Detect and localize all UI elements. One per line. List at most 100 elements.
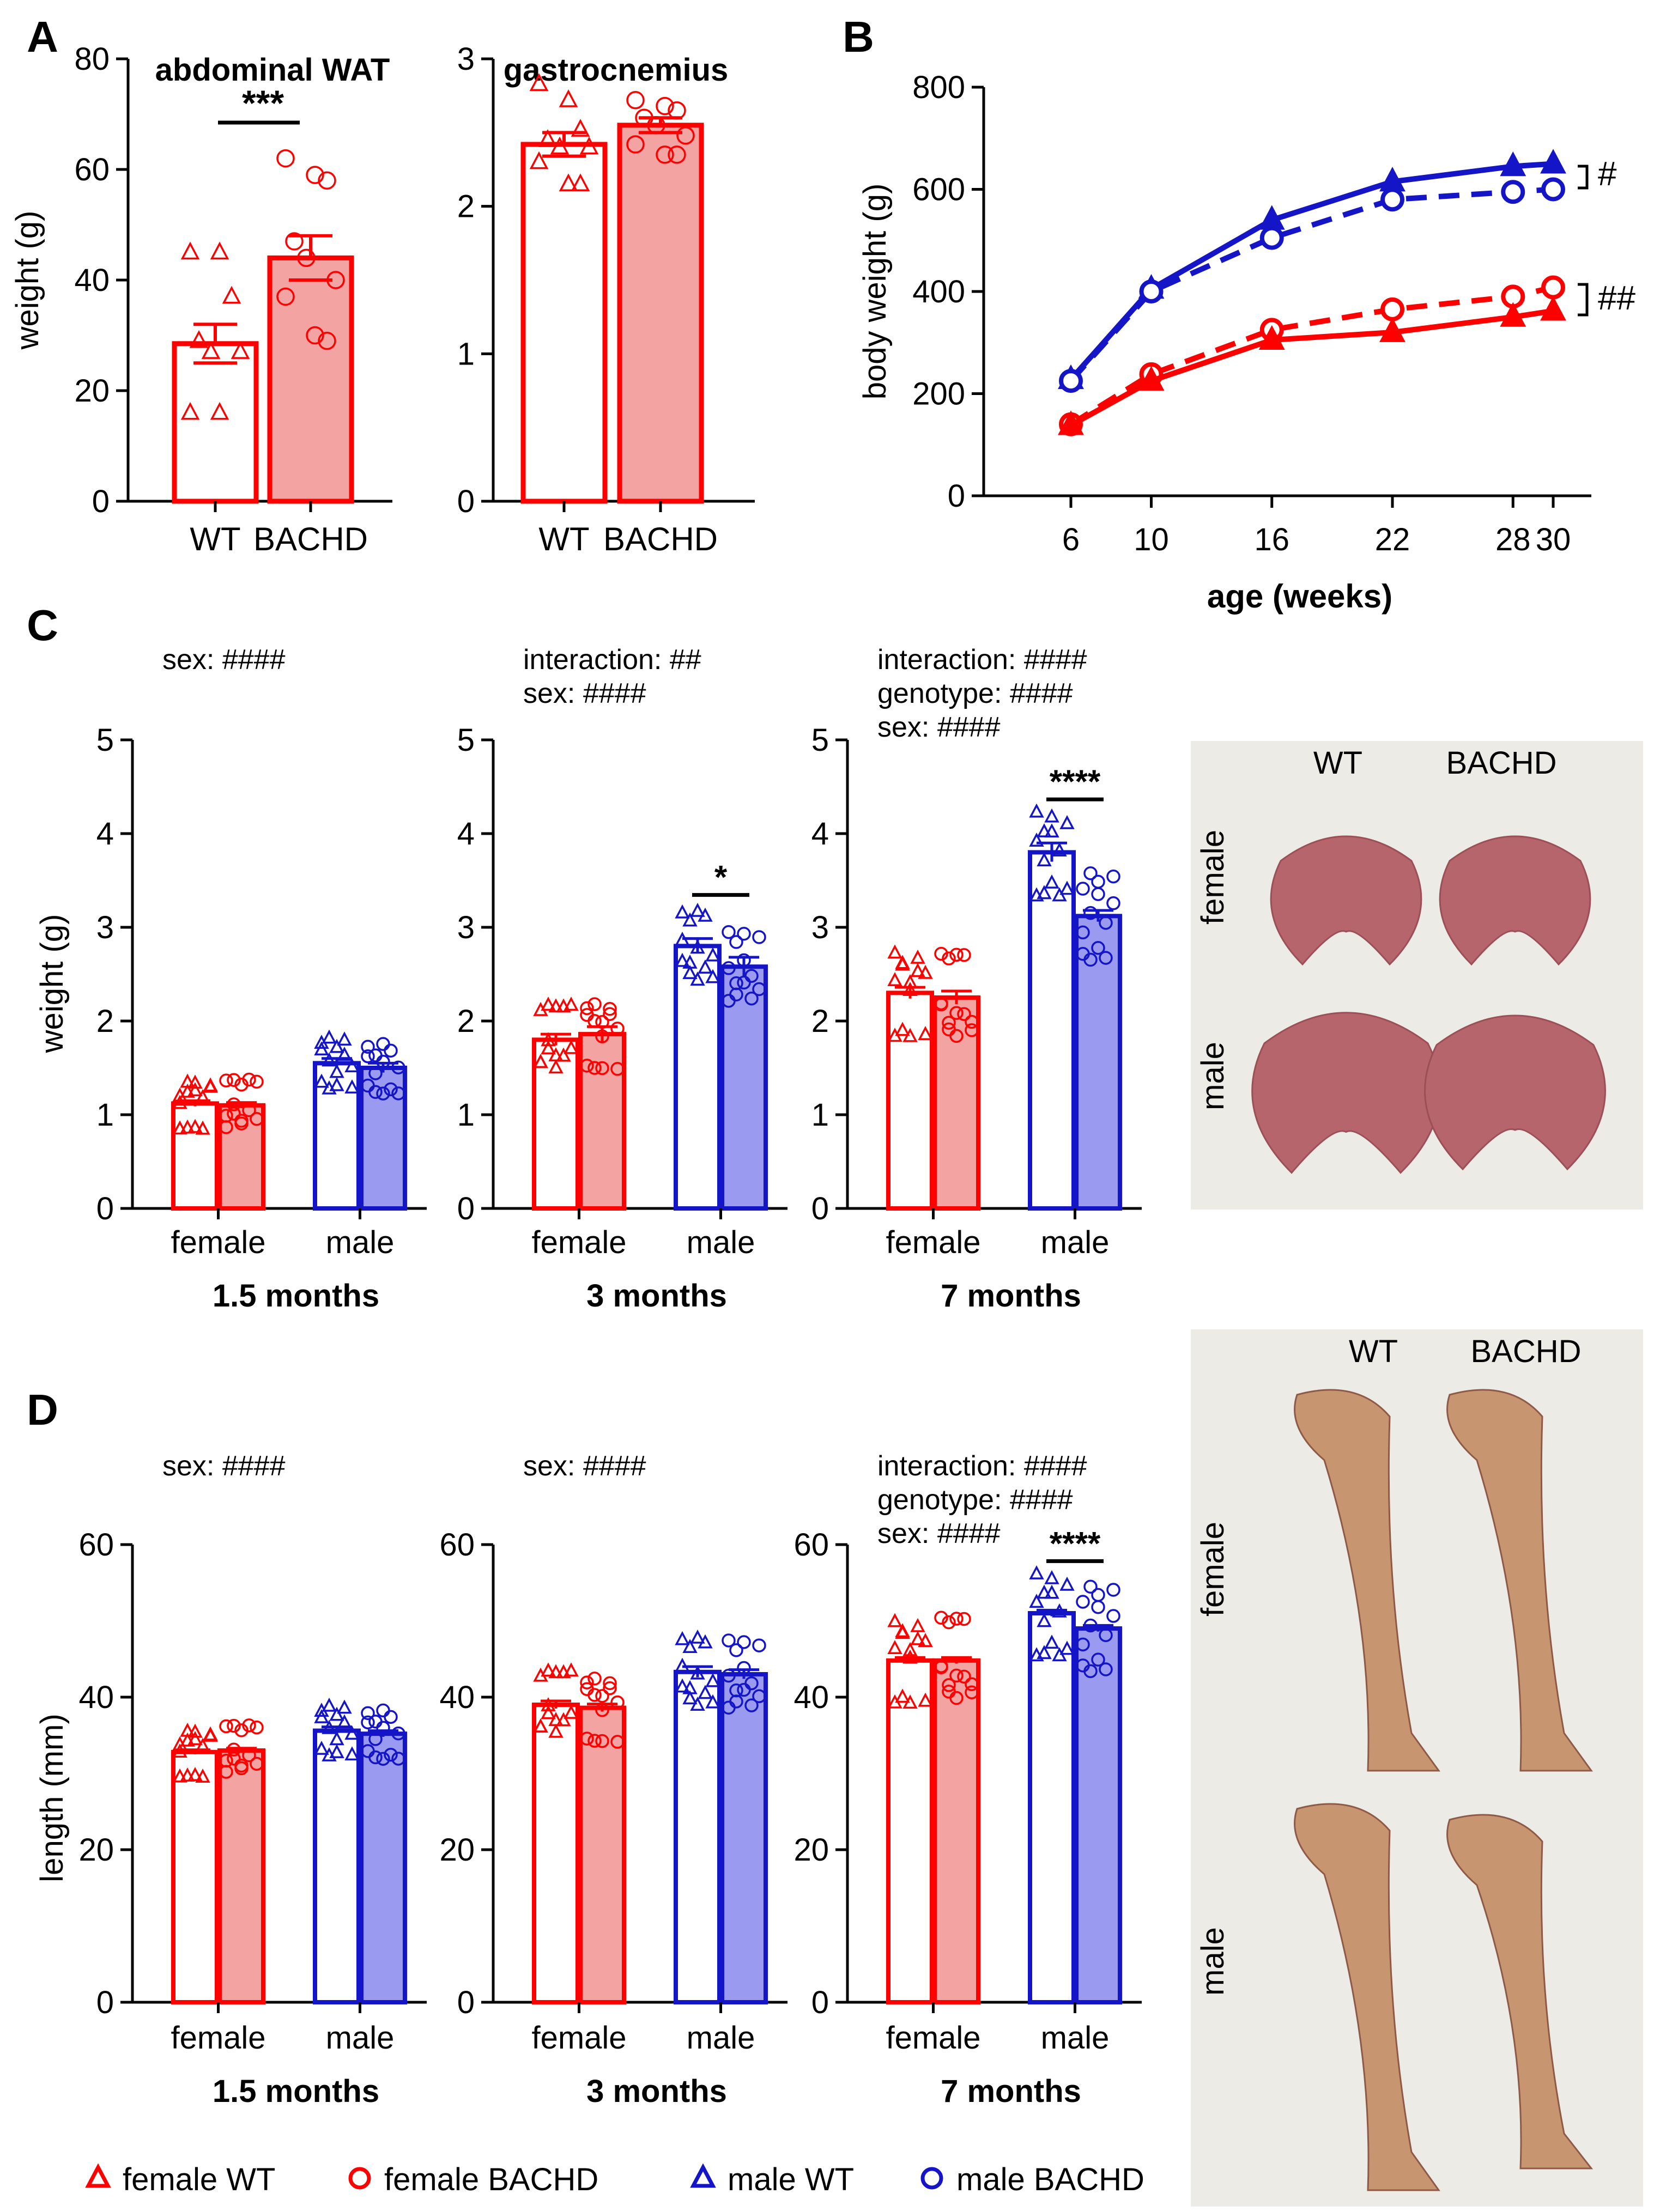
data-point (934, 1611, 948, 1625)
series-line (1069, 284, 1554, 427)
data-point (187, 1723, 203, 1738)
panel-d-y-axis-tick-label: 60 (439, 1527, 475, 1563)
data-point (580, 1675, 594, 1690)
panel-c-y-axis-tick-label: 5 (811, 722, 829, 758)
data-point (306, 166, 324, 184)
data-point (705, 947, 720, 962)
data-point (384, 1082, 398, 1097)
data-point (682, 965, 698, 980)
data-point (376, 1037, 390, 1051)
panel-c-y-axis-tick-label: 1 (96, 1097, 114, 1133)
data-point (737, 1661, 751, 1675)
panel-b-y-axis-tick-label: 800 (912, 70, 965, 105)
photo-row-label: female (1195, 830, 1231, 925)
panel-d-y-axis-tick-label: 0 (457, 1985, 475, 2020)
x-tick-label: male (1041, 1225, 1110, 1260)
panel-d-y-axis-tick-label: 40 (793, 1680, 829, 1715)
data-point (910, 1631, 925, 1645)
data-point (1059, 1640, 1075, 1655)
anova-stat: interaction: #### (877, 1450, 1087, 1482)
bar (171, 1749, 219, 2005)
data-point (1083, 906, 1098, 920)
data-point (656, 96, 674, 116)
subplot-label: 7 months (941, 2074, 1081, 2109)
panel-a-y-axis-tick-label: 20 (74, 373, 110, 409)
bar (932, 995, 980, 1211)
data-point (541, 1662, 556, 1677)
data-point (580, 1731, 594, 1746)
data-point (705, 1673, 720, 1687)
data-point (1091, 1652, 1105, 1667)
bar (359, 1066, 407, 1211)
data-point (189, 330, 209, 348)
panel-c-y-axis-tick-label: 1 (811, 1097, 829, 1133)
data-point (368, 1750, 383, 1765)
bar (1028, 1611, 1076, 2004)
bracket (1578, 283, 1589, 317)
data-point (690, 971, 705, 986)
data-point (910, 949, 925, 964)
anova-stat: interaction: #### (877, 644, 1087, 676)
bar (171, 1101, 219, 1211)
data-point (548, 1047, 564, 1062)
data-point (675, 1678, 690, 1693)
significance-marker: **** (1050, 763, 1101, 800)
series-marker (1379, 317, 1406, 342)
anova-stat: sex: #### (523, 1450, 646, 1482)
data-point (957, 1007, 971, 1021)
data-point (556, 1712, 571, 1727)
data-point (610, 1022, 625, 1036)
significance-marker: *** (242, 83, 284, 123)
data-point (595, 1029, 609, 1044)
data-point (172, 1768, 187, 1783)
data-point (580, 1059, 594, 1073)
legend-label: male BACHD (956, 2162, 1144, 2197)
data-point (698, 907, 713, 922)
series-marker (1500, 302, 1526, 327)
data-point (1076, 882, 1090, 896)
data-point (690, 1629, 705, 1644)
data-point (337, 1699, 352, 1714)
bar (359, 1731, 407, 2004)
significance-marker: **** (1050, 1525, 1101, 1561)
data-point (187, 1767, 203, 1781)
series-marker (1540, 149, 1566, 174)
data-point (722, 961, 736, 975)
panel-label-c: C (27, 601, 58, 649)
subplot-label: 1.5 months (213, 2074, 379, 2109)
data-point (344, 1725, 360, 1740)
data-point (1044, 1584, 1059, 1599)
x-tick-label: male (1041, 2020, 1110, 2056)
data-point (737, 1682, 751, 1697)
data-point (227, 1107, 241, 1121)
data-point (1106, 1609, 1120, 1623)
data-point (887, 972, 902, 987)
data-point (276, 287, 295, 306)
data-point (376, 1703, 390, 1718)
data-point (902, 1642, 918, 1656)
anova-stat: sex: #### (877, 712, 1001, 743)
data-point (1076, 1595, 1090, 1609)
data-point (318, 331, 336, 350)
x-tick-label: female (171, 1225, 265, 1260)
data-point (902, 1649, 918, 1664)
data-point (1083, 1618, 1098, 1633)
data-point (595, 1689, 609, 1703)
bar (617, 123, 704, 504)
data-point (322, 1719, 337, 1734)
panel-a-y-label: weight (g) (10, 211, 45, 350)
data-point (965, 1014, 979, 1029)
data-point (949, 1668, 964, 1683)
data-point (1037, 885, 1052, 900)
data-point (957, 1669, 971, 1684)
data-point (918, 1026, 933, 1040)
panel-label-a: A (27, 13, 58, 61)
data-point (887, 1640, 902, 1654)
data-point (887, 1694, 902, 1709)
panel-a-y-axis-tick-label: 60 (74, 152, 110, 187)
data-point (195, 1089, 210, 1103)
bone-icon (1294, 1803, 1440, 2191)
data-point (957, 1612, 971, 1626)
data-point (934, 1659, 948, 1673)
panel-a-y-axis-tick-label: 2 (457, 189, 475, 224)
